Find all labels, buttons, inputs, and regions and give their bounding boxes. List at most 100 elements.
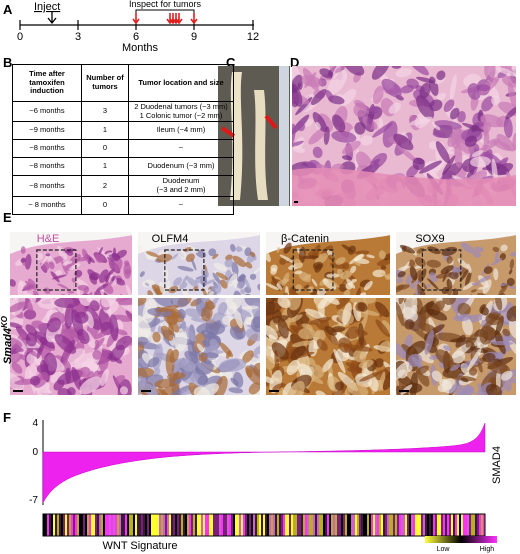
timeline-tick: 6 (133, 31, 139, 43)
cell-line: 1 Colonic tumor (~2 mm) (139, 110, 223, 120)
texture (292, 123, 296, 146)
texture (398, 298, 405, 305)
texture (347, 366, 363, 373)
texture (49, 261, 55, 270)
micrograph (266, 298, 390, 395)
heatmap-stripe (93, 514, 95, 536)
texture (193, 386, 210, 395)
texture (24, 253, 32, 270)
texture (494, 250, 499, 264)
texture (449, 74, 457, 101)
heatmap-stripe (227, 514, 229, 536)
heatmap-stripe (441, 514, 443, 536)
texture (436, 70, 446, 81)
texture (457, 111, 466, 123)
table-cell: ~8 months (12, 139, 82, 159)
heatmap-stripe (407, 514, 409, 536)
heatmap-stripe (129, 514, 131, 536)
heatmap-stripe (391, 514, 393, 536)
texture (500, 244, 508, 252)
genotype-sup: KO (0, 315, 9, 328)
texture (96, 283, 109, 292)
texture (355, 287, 361, 295)
texture (89, 275, 97, 285)
texture (426, 259, 442, 268)
texture (43, 287, 51, 294)
texture (408, 346, 415, 355)
texture (353, 102, 368, 118)
texture (82, 248, 90, 262)
heatmap-stripe (105, 514, 107, 536)
texture (299, 246, 306, 263)
texture (288, 286, 297, 295)
texture (449, 364, 461, 371)
heatmap-stripe (425, 514, 427, 536)
heatmap-stripe (469, 514, 471, 536)
table-row: ~8 months 1 Duodenum (~3 mm) (12, 157, 234, 177)
texture (220, 279, 228, 289)
texture (245, 261, 253, 269)
cell-line: ~ (178, 143, 184, 153)
texture (476, 84, 491, 92)
texture (125, 310, 132, 325)
timeline-tick: 9 (191, 31, 197, 43)
heatmap-stripe (423, 514, 425, 536)
texture (447, 127, 463, 148)
texture (79, 298, 93, 307)
texture (416, 95, 435, 120)
texture (185, 308, 202, 318)
texture (138, 336, 149, 346)
heatmap-stripe (299, 514, 301, 536)
heatmap-stripe (269, 514, 271, 536)
texture (315, 390, 327, 395)
texture (462, 317, 473, 336)
texture (10, 322, 23, 329)
texture (491, 340, 514, 346)
texture (436, 92, 447, 102)
texture (378, 371, 386, 392)
heatmap-stripe (387, 514, 389, 536)
texture (35, 252, 44, 261)
texture (305, 118, 314, 128)
texture (451, 350, 466, 364)
texture (123, 262, 132, 279)
texture (485, 383, 502, 395)
texture (482, 279, 492, 294)
heatmap-stripe (449, 514, 451, 536)
texture (482, 352, 496, 363)
texture (86, 357, 101, 372)
heatmap-stripe (83, 514, 85, 536)
heatmap-stripe (283, 514, 285, 536)
texture (174, 328, 188, 352)
texture (118, 298, 132, 306)
texture (111, 275, 116, 282)
heatmap-stripe (453, 514, 455, 536)
texture (64, 303, 74, 329)
inspect-label: Inspect for tumors (129, 0, 202, 9)
heatmap-stripe (335, 514, 337, 536)
heatmap-stripe (187, 514, 189, 536)
texture (434, 120, 462, 130)
heatmap-stripe (315, 514, 317, 536)
texture (266, 376, 275, 384)
texture (442, 155, 456, 176)
heatmap-stripe (183, 514, 185, 536)
heatmap-stripe (479, 514, 481, 536)
texture (397, 369, 408, 379)
texture (354, 122, 366, 135)
texture (378, 340, 390, 352)
ruler (279, 66, 289, 206)
texture (292, 140, 304, 149)
texture (297, 363, 313, 377)
texture (141, 279, 155, 288)
timeline-axis-label: Months (122, 42, 159, 54)
texture (460, 242, 475, 254)
texture (395, 68, 413, 78)
texture (30, 298, 37, 304)
table-cell: 0 (81, 195, 129, 215)
texture (244, 278, 251, 292)
heatmap-stripe (209, 514, 211, 536)
heatmap-stripe (357, 514, 359, 536)
texture (271, 342, 289, 360)
texture (10, 279, 16, 287)
